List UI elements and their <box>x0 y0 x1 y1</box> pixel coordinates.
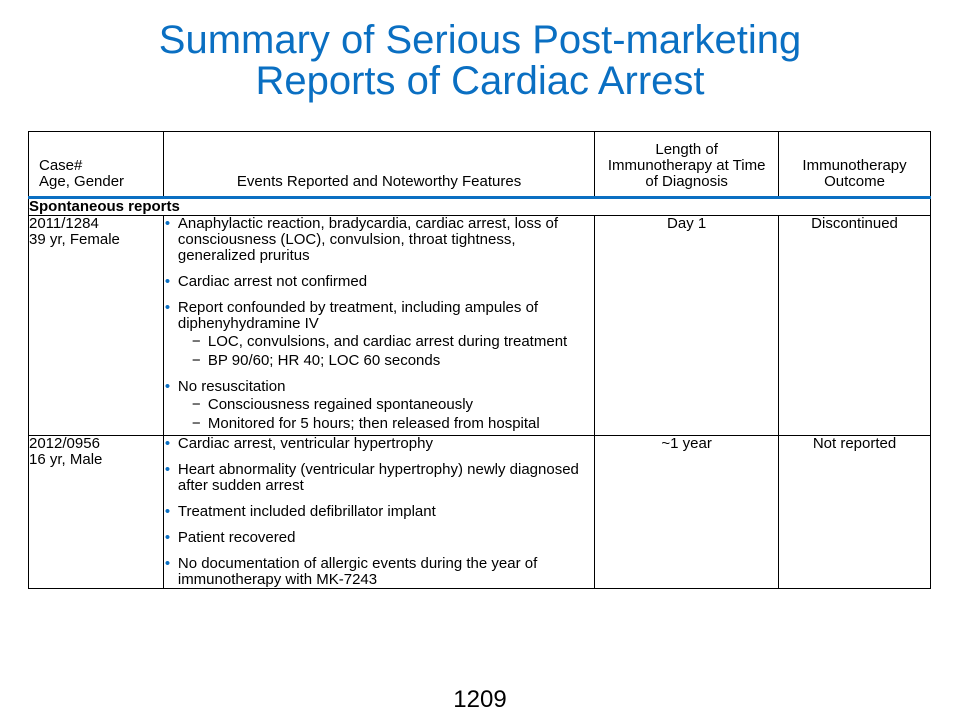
case-id: 2012/0956 <box>29 435 100 452</box>
event-text: Anaphylactic reaction, bradycardia, card… <box>177 215 559 264</box>
header-events: Events Reported and Noteworthy Features <box>162 131 596 199</box>
outcome-cell: Discontinued <box>778 215 931 436</box>
event-item: • Patient recovered <box>164 530 594 546</box>
event-text: Heart abnormality (ventricular hypertrop… <box>177 461 579 494</box>
outcome-cell: Not reported <box>778 435 931 589</box>
slide-title-line-2: Reports of Cardiac Arrest <box>255 59 705 103</box>
dash-icon: − <box>191 352 201 369</box>
event-item: • No resuscitation − Consciousness regained… <box>164 379 594 432</box>
table-header-row: Case# Age, Gender Events Reported and No… <box>28 131 931 199</box>
bullet-icon: • <box>164 215 171 232</box>
slide-title-line-1: Summary of Serious Post-marketing <box>158 18 802 62</box>
age-gender: 16 yr, Male <box>29 451 103 468</box>
event-item: • Cardiac arrest not confirmed <box>164 274 594 290</box>
length-cell: ~1 year <box>594 435 780 589</box>
header-case: Case# Age, Gender <box>28 131 164 199</box>
table-row: 2011/1284 39 yr, Female • Anaphylactic reac… <box>28 215 931 436</box>
sub-event-item: − LOC, convulsions, and cardiac arrest du… <box>178 334 594 350</box>
dash-icon: − <box>191 396 201 413</box>
event-text: Cardiac arrest not confirmed <box>177 273 368 290</box>
section-label: Spontaneous reports <box>28 197 931 216</box>
event-text: Treatment included defibrillator implant <box>177 503 436 520</box>
event-text: No documentation of allergic events duri… <box>177 555 538 588</box>
events-list: • Anaphylactic reaction, bradycardia, car… <box>164 216 594 432</box>
table-row: 2012/0956 16 yr, Male • Cardiac arrest, ven… <box>28 435 931 589</box>
event-item: • Treatment included defibrillator implan… <box>164 504 594 520</box>
event-item: • Report confounded by treatment, includi… <box>164 300 594 369</box>
sub-event-list: − Consciousness regained spontaneously − Mo… <box>178 397 594 432</box>
header-outcome: Immunotherapy Outcome <box>778 131 931 199</box>
bullet-icon: • <box>164 461 171 478</box>
events-cell: • Cardiac arrest, ventricular hypertrophy… <box>162 435 596 589</box>
sub-event-text: BP 90/60; HR 40; LOC 60 seconds <box>207 352 441 369</box>
events-list: • Cardiac arrest, ventricular hypertrophy… <box>164 436 594 588</box>
age-gender: 39 yr, Female <box>29 231 120 248</box>
dash-icon: − <box>191 333 201 350</box>
sub-event-item: − Consciousness regained spontaneously <box>178 397 594 413</box>
bullet-icon: • <box>164 555 171 572</box>
page-number: 1209 <box>453 686 507 713</box>
sub-event-text: Monitored for 5 hours; then released fro… <box>207 415 540 432</box>
bullet-icon: • <box>164 378 171 395</box>
slide-title: Summary of Serious Post-marketing Report… <box>0 20 960 102</box>
bullet-icon: • <box>164 503 171 520</box>
bullet-icon: • <box>164 299 171 316</box>
events-cell: • Anaphylactic reaction, bradycardia, car… <box>162 215 596 436</box>
event-text: Report confounded by treatment, includin… <box>177 299 539 332</box>
sub-event-text: LOC, convulsions, and cardiac arrest dur… <box>207 333 568 350</box>
event-item: • Cardiac arrest, ventricular hypertrophy <box>164 436 594 452</box>
bullet-icon: • <box>164 273 171 290</box>
event-text: Cardiac arrest, ventricular hypertrophy <box>177 435 433 452</box>
bullet-icon: • <box>164 435 171 452</box>
length-cell: Day 1 <box>594 215 780 436</box>
header-length: Length of Immunotherapy at Time of Diagn… <box>594 131 780 199</box>
header-case-line-2: Age, Gender <box>39 173 125 190</box>
section-row: Spontaneous reports <box>28 197 931 216</box>
event-item: • Anaphylactic reaction, bradycardia, car… <box>164 216 594 264</box>
event-item: • Heart abnormality (ventricular hypertro… <box>164 462 594 494</box>
event-item: • No documentation of allergic events dur… <box>164 556 594 588</box>
cardiac-arrest-summary-table: Case# Age, Gender Events Reported and No… <box>28 131 931 589</box>
sub-event-list: − LOC, convulsions, and cardiac arrest du… <box>178 334 594 369</box>
event-text: No resuscitation <box>177 378 286 395</box>
case-cell: 2012/0956 16 yr, Male <box>28 435 164 589</box>
header-case-line-1: Case# <box>39 157 83 174</box>
bullet-icon: • <box>164 529 171 546</box>
event-text: Patient recovered <box>177 529 296 546</box>
case-id: 2011/1284 <box>29 215 99 232</box>
sub-event-item: − BP 90/60; HR 40; LOC 60 seconds <box>178 353 594 369</box>
dash-icon: − <box>191 415 201 432</box>
sub-event-text: Consciousness regained spontaneously <box>207 396 474 413</box>
case-cell: 2011/1284 39 yr, Female <box>28 215 164 436</box>
sub-event-item: − Monitored for 5 hours; then released fr… <box>178 416 594 432</box>
